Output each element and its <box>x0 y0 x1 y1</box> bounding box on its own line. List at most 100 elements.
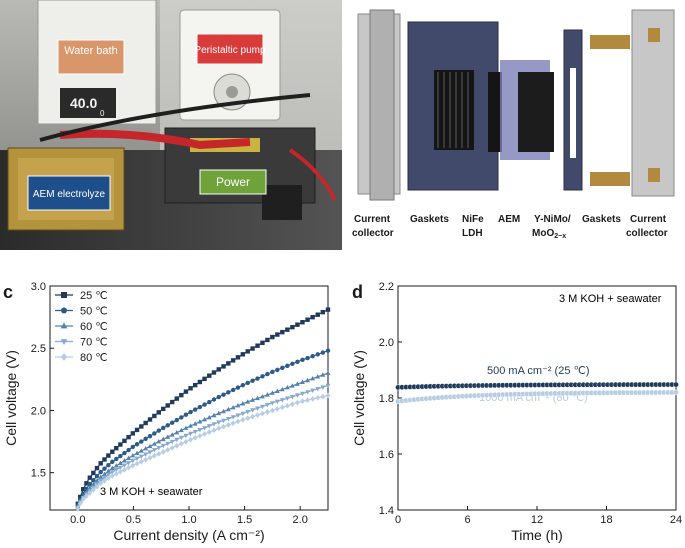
data-point <box>169 439 175 445</box>
data-point <box>178 440 184 447</box>
data-point <box>117 460 123 466</box>
data-point <box>178 427 184 433</box>
data-point <box>113 468 119 473</box>
electrolyzer-label: AEM electrolyze <box>33 189 106 200</box>
data-point <box>102 466 107 471</box>
legend-entry: 50 ℃ <box>80 306 108 318</box>
data-point <box>139 424 144 429</box>
data-point <box>315 374 321 379</box>
label-nife-2: LDH <box>462 228 483 239</box>
data-point <box>250 413 256 420</box>
water-bath-label: Water bath <box>64 45 117 57</box>
data-point <box>174 417 179 423</box>
data-point <box>130 444 136 450</box>
data-point <box>202 402 207 407</box>
data-point <box>289 383 295 388</box>
bath-display: 40.0 <box>70 95 97 111</box>
data-point <box>310 388 316 394</box>
data-point <box>197 427 203 433</box>
label-current-collector-right-1: Current <box>630 214 667 225</box>
data-point <box>160 448 166 455</box>
data-point <box>235 418 241 425</box>
data-point <box>102 471 107 476</box>
data-point <box>160 443 166 449</box>
data-point <box>87 481 93 487</box>
chart-c-legend: 25 ℃ 50 ℃ 60 ℃ 70 ℃ 80 ℃ <box>55 290 108 364</box>
data-point <box>255 376 260 381</box>
data-point <box>165 441 171 447</box>
data-point <box>260 374 265 379</box>
data-point <box>325 348 331 353</box>
data-point <box>105 475 111 482</box>
data-point <box>156 445 162 451</box>
data-point <box>290 361 295 367</box>
data-point <box>169 444 175 451</box>
panel-letter-c: c <box>3 282 14 302</box>
data-point <box>179 415 184 420</box>
data-point <box>235 385 241 390</box>
data-point <box>230 420 236 427</box>
data-point <box>80 496 86 502</box>
data-point <box>216 367 221 372</box>
data-point <box>230 358 236 363</box>
data-point <box>138 448 144 453</box>
data-point <box>126 455 132 460</box>
data-point <box>264 409 270 415</box>
chart-d-ytick-label: 1.4 <box>379 505 394 517</box>
data-point <box>275 332 280 337</box>
data-point <box>255 412 260 418</box>
data-point <box>84 493 89 499</box>
pump-label: Peristaltic pump <box>194 45 266 56</box>
legend-marker <box>61 292 67 298</box>
data-point <box>289 394 295 400</box>
data-point <box>240 352 246 357</box>
data-point <box>295 381 300 386</box>
data-point <box>216 410 222 416</box>
chart-d-xtick-label: 18 <box>600 514 612 526</box>
cell-diagram: Current collector Gaskets NiFe LDH AEM Y… <box>350 0 685 255</box>
data-point <box>305 377 310 383</box>
data-point <box>295 359 300 364</box>
data-point <box>169 432 175 437</box>
data-point <box>280 329 285 335</box>
data-point <box>188 409 193 415</box>
data-point <box>130 431 136 436</box>
data-point <box>206 424 212 429</box>
data-point <box>183 438 189 445</box>
data-point <box>122 463 127 468</box>
data-point <box>183 412 189 417</box>
power-label: Power <box>216 175 250 189</box>
data-point <box>130 458 136 464</box>
data-point <box>202 426 207 431</box>
data-point <box>113 463 119 468</box>
data-point <box>160 436 166 442</box>
data-point <box>91 470 96 476</box>
data-point <box>260 410 265 417</box>
data-point <box>211 427 217 434</box>
data-point <box>265 371 270 377</box>
data-point <box>87 475 93 480</box>
data-point <box>216 394 221 400</box>
data-point <box>197 419 203 424</box>
legend-marker <box>60 339 68 346</box>
data-point <box>274 399 280 405</box>
data-point <box>216 420 222 425</box>
data-point <box>110 459 115 465</box>
data-point <box>147 443 153 449</box>
data-point <box>126 464 132 471</box>
data-point <box>102 457 107 462</box>
data-point <box>245 349 250 354</box>
data-point <box>90 486 96 493</box>
data-point <box>275 367 280 373</box>
data-point <box>75 505 81 512</box>
data-point <box>87 490 93 496</box>
data-point <box>114 456 119 462</box>
data-point <box>295 322 300 327</box>
data-point <box>192 382 198 388</box>
data-point <box>300 379 305 385</box>
chart-d-annotation: 3 M KOH + seawater <box>559 293 662 305</box>
data-point <box>77 500 83 507</box>
data-point <box>320 385 326 390</box>
data-point <box>221 408 226 414</box>
data-point <box>147 417 153 422</box>
